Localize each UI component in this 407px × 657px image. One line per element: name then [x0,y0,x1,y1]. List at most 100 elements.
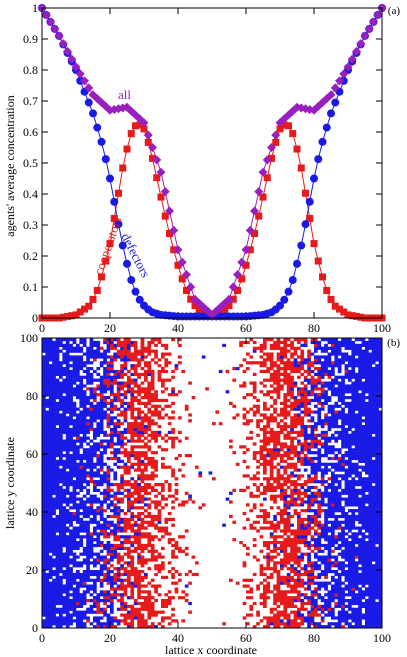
cell-defector [93,500,97,504]
cell-defector [72,404,77,408]
cell-defector [331,422,335,426]
cell-cooperator [116,561,121,565]
cell-defector [120,529,124,533]
cell-cooperator [283,564,288,568]
cell-defector [123,535,128,539]
cell-defector [103,410,107,414]
cell-defector [116,512,121,516]
cell-cooperator [283,578,288,582]
cell-defector [55,338,60,342]
cell-defector [48,564,53,568]
cell-defector [42,436,46,440]
cell-cooperator [273,584,277,588]
cell-cooperator [144,596,148,600]
point-cooperators [285,122,292,130]
cell-cooperator [96,601,101,606]
cell-cooperator [259,445,264,449]
cell-defector [99,572,104,577]
cell-defector [52,343,56,347]
cell-defector [86,564,90,568]
cell-defector [120,393,124,397]
cell-cooperator [269,364,274,368]
cell-cooperator [144,622,148,626]
cell-defector [79,454,84,458]
cell-cooperator [259,593,264,597]
cell-defector [42,622,46,626]
cell-defector [65,619,70,623]
cell-defector [45,488,50,492]
cell-defector [48,413,53,417]
cell-defector [303,387,308,391]
cell-cooperator [178,390,182,394]
cell-cooperator [116,340,121,345]
cell-cooperator [116,338,121,342]
cell-cooperator [246,448,250,452]
cell-cooperator [161,601,165,606]
cell-cooperator [283,442,288,446]
cell-defector [45,398,50,403]
cell-defector [344,558,349,562]
cell-cooperator [150,422,155,426]
cell-defector [62,535,67,539]
cell-cooperator [269,352,274,356]
point-cooperators [259,193,267,201]
cell-cooperator [269,454,274,458]
cell-cooperator [164,520,169,524]
cell-defector [72,387,77,391]
cell-cooperator [144,372,148,376]
cell-cooperator [263,393,267,397]
cell-defector [65,346,70,350]
cell-defector [344,375,349,379]
cell-defector [69,607,73,611]
cell-cooperator [103,338,107,342]
cell-defector [337,430,342,434]
cell-cooperator [273,410,277,414]
cell-cooperator [123,584,128,588]
point-cooperators [302,189,309,197]
cell-cooperator [150,404,155,408]
cell-defector [317,584,322,588]
cell-defector [69,613,73,617]
cell-defector [320,436,325,440]
cell-cooperator [293,613,298,617]
cell-defector [113,590,118,594]
cell-defector [45,590,50,594]
cell-defector [93,578,97,582]
cell-defector [320,494,325,498]
cell-cooperator [303,445,308,449]
cell-cooperator [133,483,138,487]
cell-cooperator [140,622,145,626]
cell-cooperator [147,427,152,432]
cell-defector [344,593,349,597]
cell-defector [86,375,90,379]
cell-cooperator [259,601,264,606]
cell-defector [62,407,67,411]
point-all [352,46,361,56]
cell-cooperator [286,454,291,458]
cell-cooperator [300,483,305,487]
cell-cooperator [293,541,298,545]
cell-cooperator [167,601,172,606]
cell-defector [337,459,342,463]
cell-defector [99,599,104,603]
cell-defector [82,338,87,342]
cell-defector [331,483,335,487]
cell-defector [42,338,46,342]
cell-defector [48,607,53,611]
cell-cooperator [263,572,267,577]
cell-defector [327,407,332,411]
cell-defector [48,364,53,368]
cell-defector [327,526,332,530]
cell-defector [96,367,101,371]
cell-defector [314,564,318,568]
cell-cooperator [164,532,169,536]
cell-defector [59,520,63,524]
cell-defector [341,514,345,519]
cell-defector [65,512,70,516]
cell-cooperator [130,535,135,539]
cell-cooperator [137,393,141,397]
cell-cooperator [110,343,114,347]
point-defectors [131,287,140,296]
cell-cooperator [113,593,118,597]
cell-cooperator [171,555,175,559]
